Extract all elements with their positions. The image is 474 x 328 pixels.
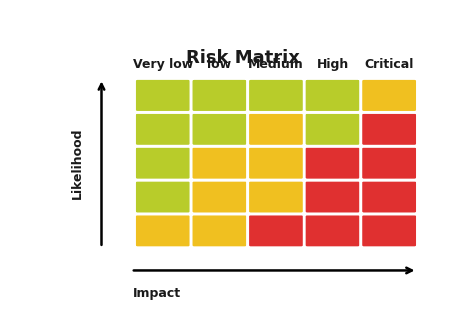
Text: low: low [207,58,231,71]
FancyBboxPatch shape [304,78,361,113]
FancyBboxPatch shape [248,113,304,146]
FancyBboxPatch shape [191,78,248,113]
FancyBboxPatch shape [361,146,418,180]
FancyBboxPatch shape [304,146,361,180]
FancyBboxPatch shape [361,78,418,113]
FancyBboxPatch shape [248,146,304,180]
Text: High: High [317,58,349,71]
FancyBboxPatch shape [191,180,248,214]
FancyBboxPatch shape [304,113,361,146]
Text: Risk Matrix: Risk Matrix [186,50,300,68]
FancyBboxPatch shape [304,214,361,248]
FancyBboxPatch shape [191,113,248,146]
FancyBboxPatch shape [248,214,304,248]
FancyBboxPatch shape [361,180,418,214]
Text: Critical: Critical [365,58,414,71]
FancyBboxPatch shape [361,214,418,248]
FancyBboxPatch shape [361,113,418,146]
FancyBboxPatch shape [191,214,248,248]
Text: Medium: Medium [248,58,304,71]
Text: Very low: Very low [133,58,193,71]
FancyBboxPatch shape [135,214,191,248]
FancyBboxPatch shape [135,113,191,146]
FancyBboxPatch shape [248,78,304,113]
FancyBboxPatch shape [248,180,304,214]
FancyBboxPatch shape [135,146,191,180]
FancyBboxPatch shape [191,146,248,180]
FancyBboxPatch shape [135,180,191,214]
Text: Likelihood: Likelihood [71,127,84,199]
Text: Impact: Impact [133,287,181,300]
FancyBboxPatch shape [135,78,191,113]
FancyBboxPatch shape [304,180,361,214]
